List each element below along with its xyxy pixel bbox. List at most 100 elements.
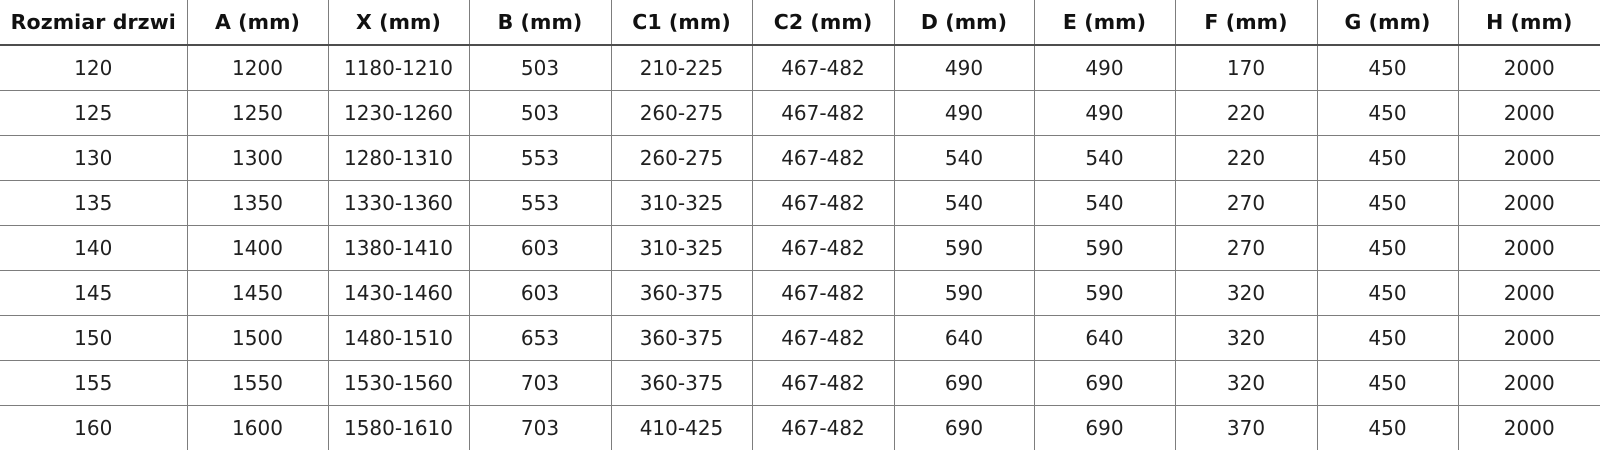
column-header-c2: C2 (mm) — [752, 0, 894, 45]
column-header-e: E (mm) — [1034, 0, 1175, 45]
cell-a: 1350 — [187, 181, 328, 226]
cell-e: 640 — [1034, 316, 1175, 361]
cell-a: 1500 — [187, 316, 328, 361]
cell-d: 490 — [894, 91, 1034, 136]
cell-e: 540 — [1034, 181, 1175, 226]
cell-h: 2000 — [1458, 316, 1600, 361]
cell-x: 1180-1210 — [328, 45, 469, 91]
cell-g: 450 — [1317, 45, 1458, 91]
cell-e: 690 — [1034, 406, 1175, 450]
cell-e: 690 — [1034, 361, 1175, 406]
cell-f: 220 — [1175, 136, 1317, 181]
cell-g: 450 — [1317, 316, 1458, 361]
cell-c1: 410-425 — [611, 406, 752, 450]
cell-c1: 260-275 — [611, 136, 752, 181]
cell-c1: 260-275 — [611, 91, 752, 136]
column-header-b: B (mm) — [469, 0, 611, 45]
cell-b: 603 — [469, 226, 611, 271]
table-row: 120 1200 1180-1210 503 210-225 467-482 4… — [0, 45, 1600, 91]
cell-e: 490 — [1034, 91, 1175, 136]
cell-e: 590 — [1034, 226, 1175, 271]
cell-x: 1480-1510 — [328, 316, 469, 361]
cell-c2: 467-482 — [752, 316, 894, 361]
cell-c1: 210-225 — [611, 45, 752, 91]
cell-g: 450 — [1317, 136, 1458, 181]
cell-x: 1580-1610 — [328, 406, 469, 450]
cell-c1: 360-375 — [611, 361, 752, 406]
cell-rozmiar-drzwi: 150 — [0, 316, 187, 361]
cell-c2: 467-482 — [752, 181, 894, 226]
table-row: 160 1600 1580-1610 703 410-425 467-482 6… — [0, 406, 1600, 450]
cell-b: 703 — [469, 406, 611, 450]
cell-f: 320 — [1175, 361, 1317, 406]
table-row: 125 1250 1230-1260 503 260-275 467-482 4… — [0, 91, 1600, 136]
cell-f: 220 — [1175, 91, 1317, 136]
cell-e: 540 — [1034, 136, 1175, 181]
table-row: 145 1450 1430-1460 603 360-375 467-482 5… — [0, 271, 1600, 316]
cell-c2: 467-482 — [752, 271, 894, 316]
column-header-a: A (mm) — [187, 0, 328, 45]
cell-d: 590 — [894, 226, 1034, 271]
column-header-d: D (mm) — [894, 0, 1034, 45]
table-row: 130 1300 1280-1310 553 260-275 467-482 5… — [0, 136, 1600, 181]
cell-c1: 360-375 — [611, 316, 752, 361]
cell-b: 503 — [469, 45, 611, 91]
cell-c1: 310-325 — [611, 226, 752, 271]
cell-a: 1600 — [187, 406, 328, 450]
cell-d: 690 — [894, 406, 1034, 450]
table-row: 140 1400 1380-1410 603 310-325 467-482 5… — [0, 226, 1600, 271]
table-row: 155 1550 1530-1560 703 360-375 467-482 6… — [0, 361, 1600, 406]
cell-h: 2000 — [1458, 181, 1600, 226]
cell-rozmiar-drzwi: 130 — [0, 136, 187, 181]
cell-x: 1280-1310 — [328, 136, 469, 181]
cell-a: 1450 — [187, 271, 328, 316]
cell-h: 2000 — [1458, 361, 1600, 406]
cell-a: 1400 — [187, 226, 328, 271]
cell-c2: 467-482 — [752, 136, 894, 181]
cell-a: 1550 — [187, 361, 328, 406]
cell-h: 2000 — [1458, 91, 1600, 136]
cell-c1: 310-325 — [611, 181, 752, 226]
cell-rozmiar-drzwi: 125 — [0, 91, 187, 136]
cell-c2: 467-482 — [752, 406, 894, 450]
cell-f: 270 — [1175, 226, 1317, 271]
cell-a: 1300 — [187, 136, 328, 181]
cell-c1: 360-375 — [611, 271, 752, 316]
column-header-x: X (mm) — [328, 0, 469, 45]
cell-b: 503 — [469, 91, 611, 136]
cell-x: 1230-1260 — [328, 91, 469, 136]
cell-x: 1530-1560 — [328, 361, 469, 406]
cell-g: 450 — [1317, 406, 1458, 450]
cell-d: 690 — [894, 361, 1034, 406]
cell-f: 270 — [1175, 181, 1317, 226]
cell-d: 490 — [894, 45, 1034, 91]
cell-g: 450 — [1317, 271, 1458, 316]
cell-x: 1380-1410 — [328, 226, 469, 271]
cell-b: 653 — [469, 316, 611, 361]
cell-rozmiar-drzwi: 140 — [0, 226, 187, 271]
cell-f: 170 — [1175, 45, 1317, 91]
table-row: 150 1500 1480-1510 653 360-375 467-482 6… — [0, 316, 1600, 361]
cell-g: 450 — [1317, 91, 1458, 136]
table-header-row: Rozmiar drzwi A (mm) X (mm) B (mm) C1 (m… — [0, 0, 1600, 45]
cell-h: 2000 — [1458, 136, 1600, 181]
cell-f: 370 — [1175, 406, 1317, 450]
cell-g: 450 — [1317, 361, 1458, 406]
cell-rozmiar-drzwi: 155 — [0, 361, 187, 406]
cell-b: 553 — [469, 136, 611, 181]
cell-c2: 467-482 — [752, 91, 894, 136]
cell-rozmiar-drzwi: 135 — [0, 181, 187, 226]
cell-a: 1200 — [187, 45, 328, 91]
cell-a: 1250 — [187, 91, 328, 136]
cell-c2: 467-482 — [752, 226, 894, 271]
cell-d: 540 — [894, 181, 1034, 226]
cell-g: 450 — [1317, 226, 1458, 271]
column-header-c1: C1 (mm) — [611, 0, 752, 45]
cell-h: 2000 — [1458, 271, 1600, 316]
cell-f: 320 — [1175, 316, 1317, 361]
cell-h: 2000 — [1458, 226, 1600, 271]
cell-h: 2000 — [1458, 45, 1600, 91]
table-body: 120 1200 1180-1210 503 210-225 467-482 4… — [0, 45, 1600, 450]
cell-x: 1430-1460 — [328, 271, 469, 316]
